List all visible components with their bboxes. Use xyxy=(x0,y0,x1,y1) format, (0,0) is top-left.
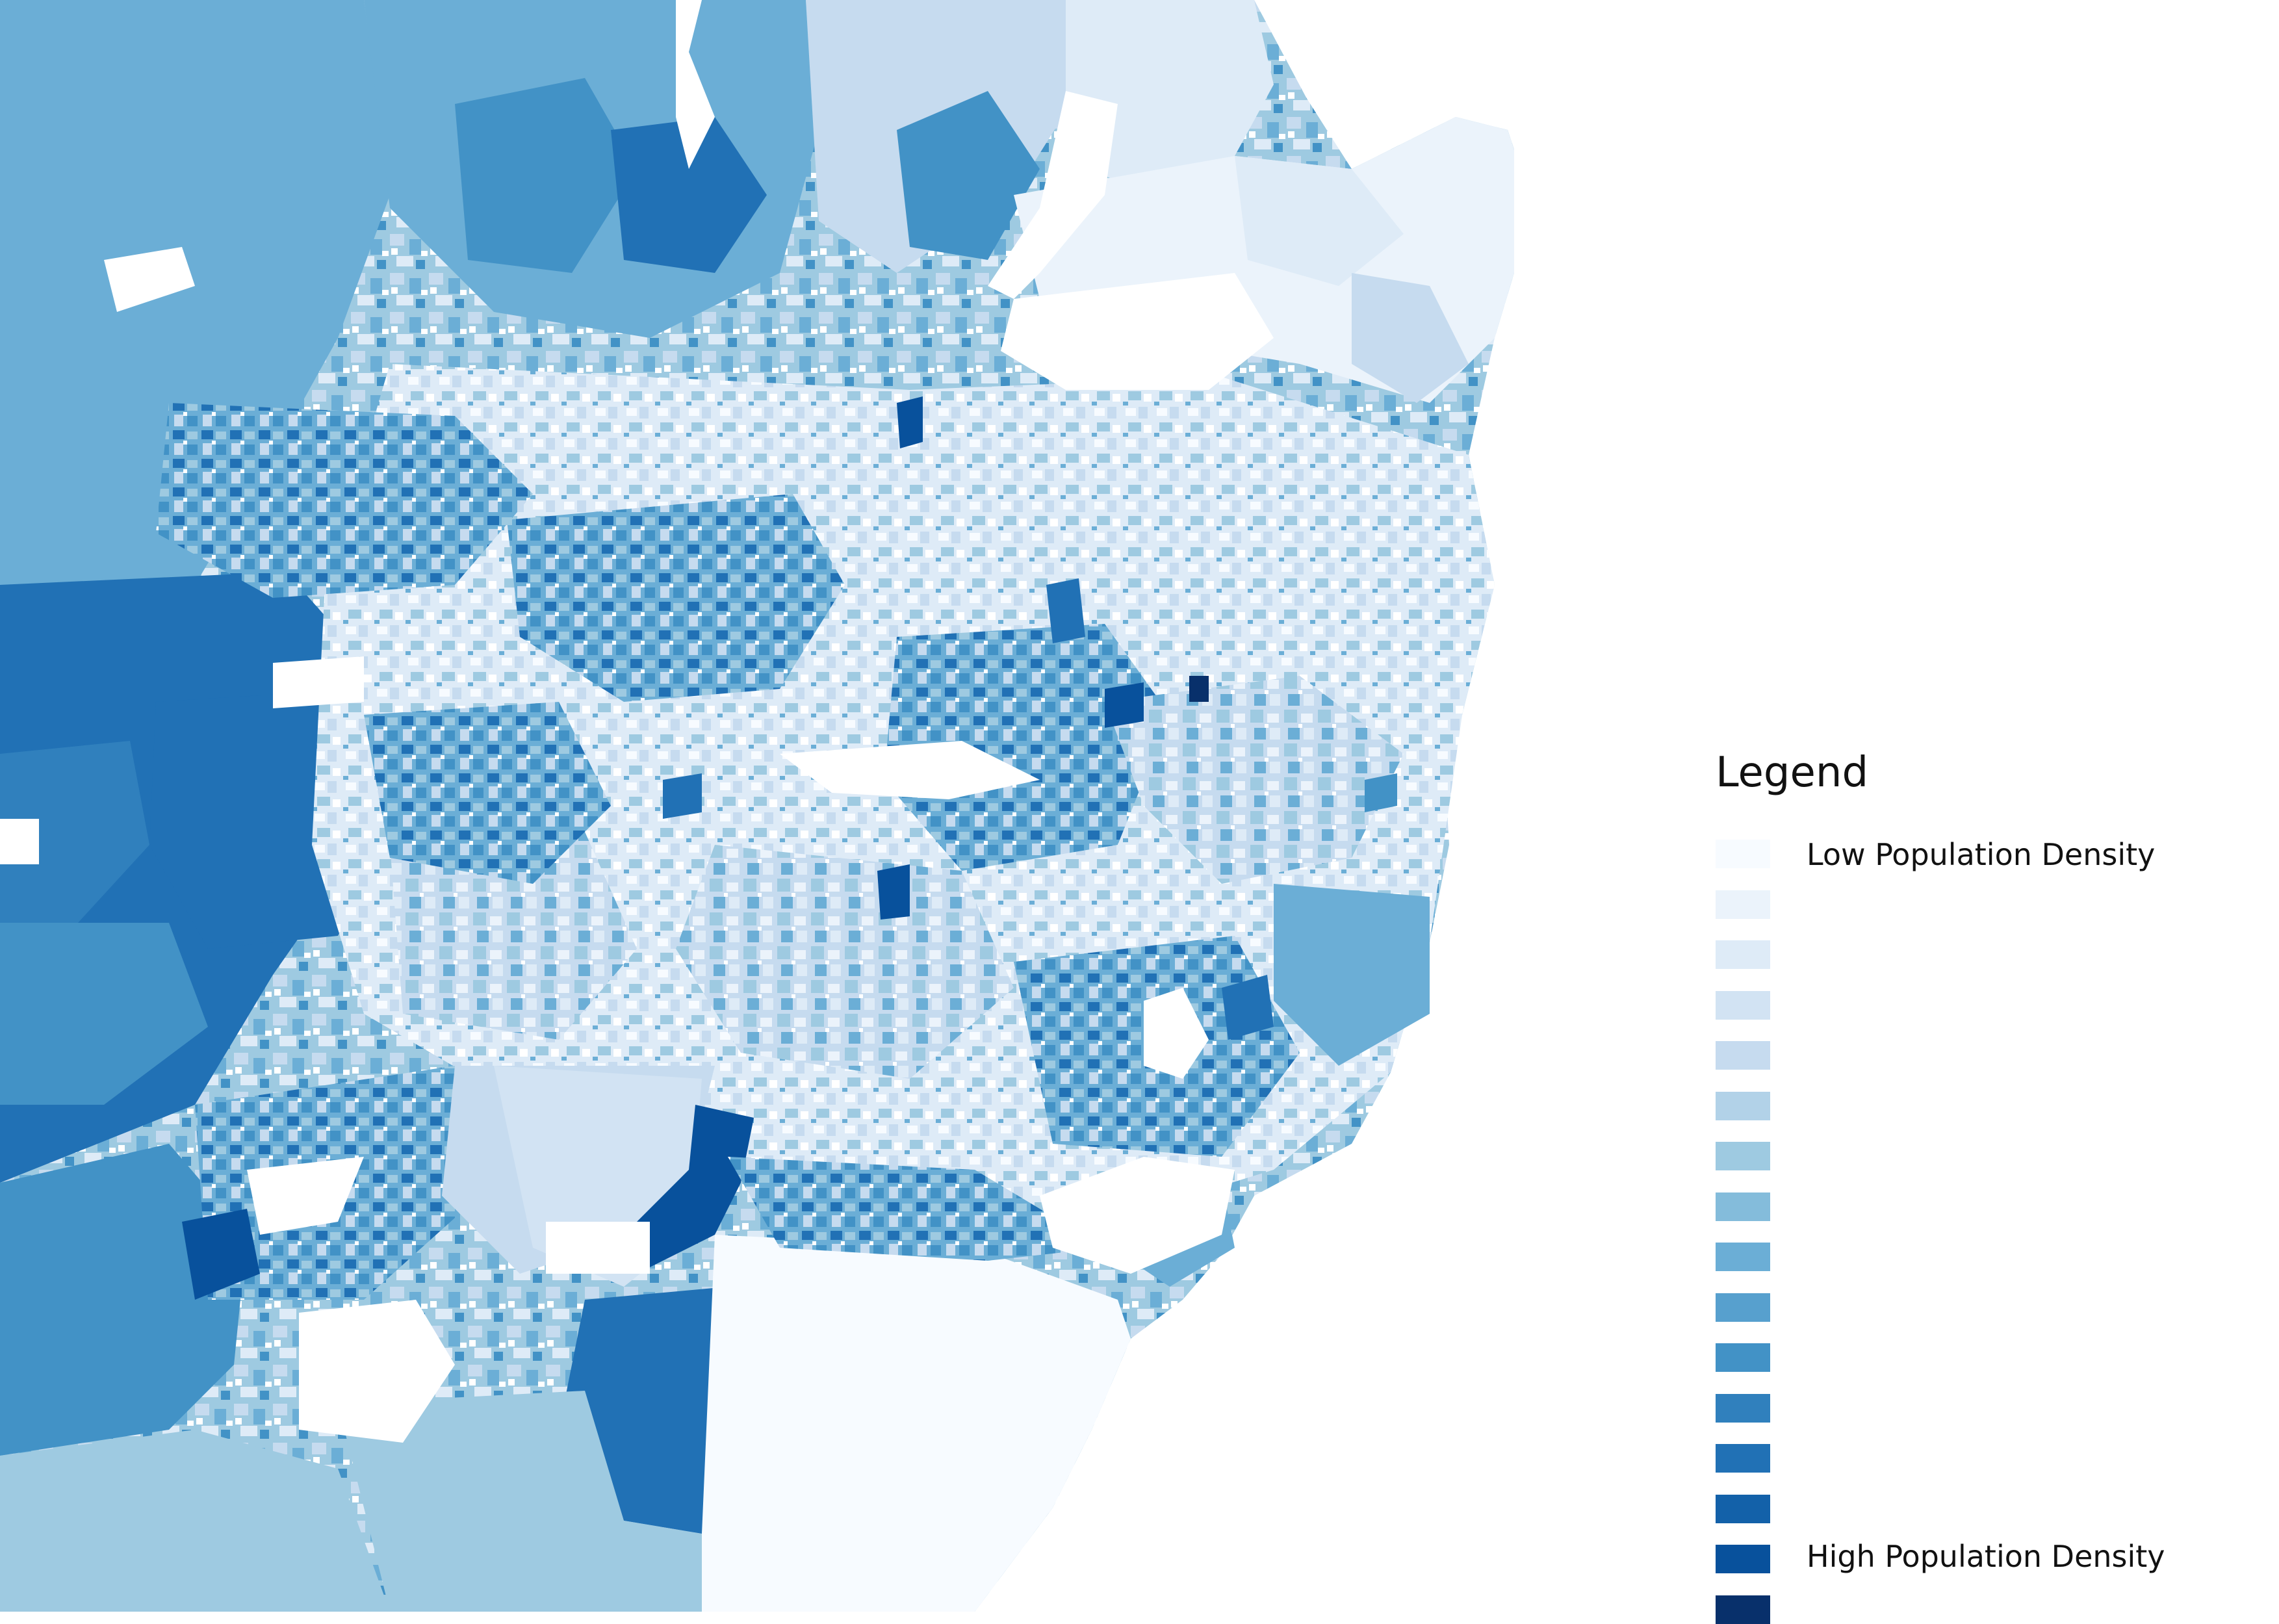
legend-swatch-9 xyxy=(1716,1243,1770,1271)
legend-high-label: High Population Density xyxy=(1807,1539,2165,1574)
legend-swatch-1 xyxy=(1716,840,1770,868)
legend-low-label: Low Population Density xyxy=(1807,837,2156,872)
legend-swatch-10 xyxy=(1716,1293,1770,1322)
legend-swatch-12 xyxy=(1716,1393,1770,1423)
legend: Legend Low Population Density High Popul… xyxy=(1703,741,2196,1624)
legend-swatch-2 xyxy=(1716,890,1770,919)
legend-swatch-3 xyxy=(1716,940,1770,969)
legend-swatch-7 xyxy=(1716,1142,1770,1170)
legend-swatch-6 xyxy=(1716,1091,1770,1120)
legend-swatch-5 xyxy=(1716,1041,1770,1070)
legend-title: Legend xyxy=(1716,749,1869,797)
legend-swatch-15 xyxy=(1716,1545,1770,1573)
density-map[interactable] xyxy=(0,0,1514,1612)
legend-swatch-8 xyxy=(1716,1192,1770,1221)
legend-swatch-14 xyxy=(1716,1494,1770,1523)
legend-swatch-4 xyxy=(1716,990,1770,1020)
legend-swatch-13 xyxy=(1716,1444,1770,1473)
legend-swatch-16 xyxy=(1716,1595,1770,1624)
legend-swatch-11 xyxy=(1716,1343,1770,1372)
